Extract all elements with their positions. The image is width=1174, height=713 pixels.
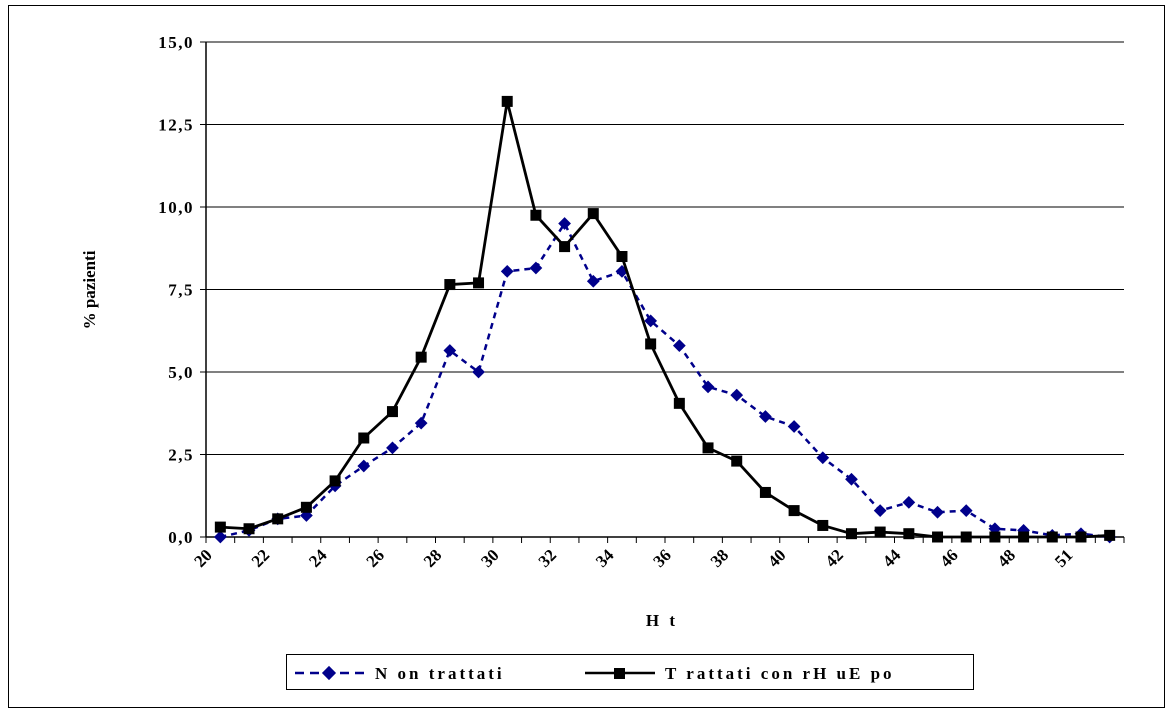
x-tick-label: 46 [936,545,961,570]
data-point-non-trattati [816,451,830,465]
data-point-non-trattati [730,388,744,402]
data-point-non-trattati [529,261,543,275]
data-point-non-trattati [443,344,457,357]
data-point-trattati [587,208,599,220]
data-point-trattati [530,209,542,221]
y-tick-label: 5,0 [168,363,194,382]
x-axis-ticks: 20 22 24 26 28 30 32 34 36 38 40 42 44 46 48 51 [190,537,1125,571]
y-tick-label: 0,0 [168,528,194,547]
data-point-trattati [845,528,857,540]
data-point-trattati [616,251,628,262]
x-tick-label: 42 [822,545,847,570]
data-point-non-trattati [873,504,887,517]
data-point-trattati [444,279,456,291]
y-tick-label: 10,0 [158,198,194,217]
legend-item-non-trattati: N on trattati [295,664,505,683]
data-point-non-trattati [931,505,944,519]
data-point-non-trattati [672,339,686,352]
x-tick-label: 22 [248,545,273,570]
x-tick-label: 34 [592,545,618,571]
data-point-trattati [559,241,571,253]
chart-frame [8,5,1165,708]
legend-item-trattati: T rattati con rH uE po [585,664,895,683]
data-point-trattati [415,351,427,363]
data-point-trattati [731,455,743,467]
series-line-non-trattati [220,222,1110,539]
data-point-trattati [817,519,829,531]
data-point-non-trattati [500,264,514,278]
y-tick-label: 12,5 [158,116,194,135]
x-tick-label: 40 [764,545,789,570]
data-point-trattati [1018,531,1030,543]
x-tick-label: 36 [649,545,674,570]
data-point-non-trattati [472,365,485,379]
y-tick-label: 7,5 [168,281,194,300]
series-group [213,95,1117,544]
legend-marker-trattati [614,668,625,679]
series-non-trattati [213,217,1117,544]
data-point-trattati [989,531,1001,543]
x-tick-label: 24 [305,545,331,571]
data-point-non-trattati [357,459,371,473]
data-point-trattati [932,531,944,543]
y-axis-ticks: 0,0 2,5 5,0 7,5 10,0 12,5 15,0 [158,33,206,547]
data-point-trattati [673,397,685,409]
data-point-trattati [874,526,886,538]
data-point-trattati [214,521,226,533]
data-point-trattati [1075,531,1087,543]
data-point-trattati [960,531,972,543]
data-point-trattati [358,432,370,444]
x-tick-label: 48 [994,545,1019,570]
data-point-trattati [788,505,800,517]
series-line-trattati [220,100,1110,539]
legend-label-non-trattati: N on trattati [375,664,505,683]
legend-label-trattati: T rattati con rH uE po [665,664,895,683]
data-point-trattati [329,475,341,487]
x-tick-label: 32 [535,545,560,570]
x-tick-label: 51 [1051,545,1076,570]
legend-marker-non-trattati [321,665,337,681]
x-tick-label: 44 [879,545,905,571]
data-point-non-trattati [558,217,571,230]
data-point-non-trattati [414,416,428,430]
data-point-trattati [386,406,398,418]
data-point-trattati [272,513,284,525]
data-point-trattati [759,486,771,498]
x-tick-label: 38 [707,545,732,570]
gridlines [206,41,1124,455]
data-point-trattati [300,501,312,513]
data-point-non-trattati [386,441,399,455]
data-point-trattati [473,277,485,289]
data-point-trattati [501,95,513,107]
y-tick-label: 15,0 [158,33,194,52]
data-point-trattati [645,338,657,350]
series-trattati [214,95,1116,543]
x-tick-label: 26 [363,545,388,570]
data-point-trattati [903,528,915,540]
x-tick-label: 20 [190,545,215,570]
data-point-non-trattati [959,504,973,517]
data-point-trattati [1046,531,1058,543]
data-point-non-trattati [902,495,916,509]
x-tick-label: 28 [420,545,445,570]
data-point-trattati [1104,529,1116,541]
y-tick-label: 2,5 [168,446,194,465]
data-point-non-trattati [586,274,600,288]
y-axis-title: % pazienti [80,250,99,329]
legend: N on trattati T rattati con rH uE po [286,654,974,690]
x-axis-title: H t [646,611,678,630]
data-point-trattati [702,442,714,454]
data-point-trattati [243,523,255,535]
x-tick-label: 30 [477,545,502,570]
